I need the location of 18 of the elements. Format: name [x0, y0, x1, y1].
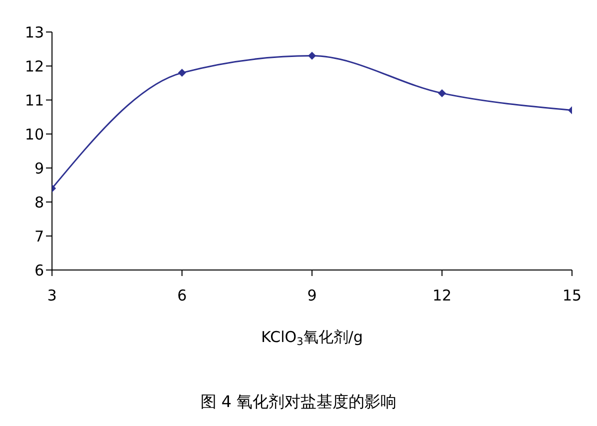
- point: [308, 52, 316, 60]
- y-tick-label: 13: [24, 23, 44, 42]
- x-tick-label: 6: [177, 286, 187, 305]
- y-tick-label: 8: [34, 193, 44, 212]
- x-tick-label: 9: [307, 286, 317, 305]
- point: [178, 68, 186, 77]
- y-tick-label: 12: [24, 57, 44, 76]
- y-tick-label: 9: [34, 159, 44, 178]
- x-tick-label: 12: [432, 286, 452, 305]
- x-axis-title: KClO$_{3}$氧化剂/g: [261, 328, 363, 348]
- point: [438, 89, 446, 98]
- y-tick-label: 6: [34, 261, 44, 280]
- x-tick-label: 3: [47, 286, 57, 305]
- x-tick-label: 15: [562, 286, 582, 305]
- y-tick-label: 10: [24, 125, 44, 144]
- y-tick-label: 7: [34, 227, 44, 246]
- y-tick-label: 11: [24, 91, 44, 110]
- text: 图 4 氧化剂对盐基度的影响: [199, 392, 398, 413]
